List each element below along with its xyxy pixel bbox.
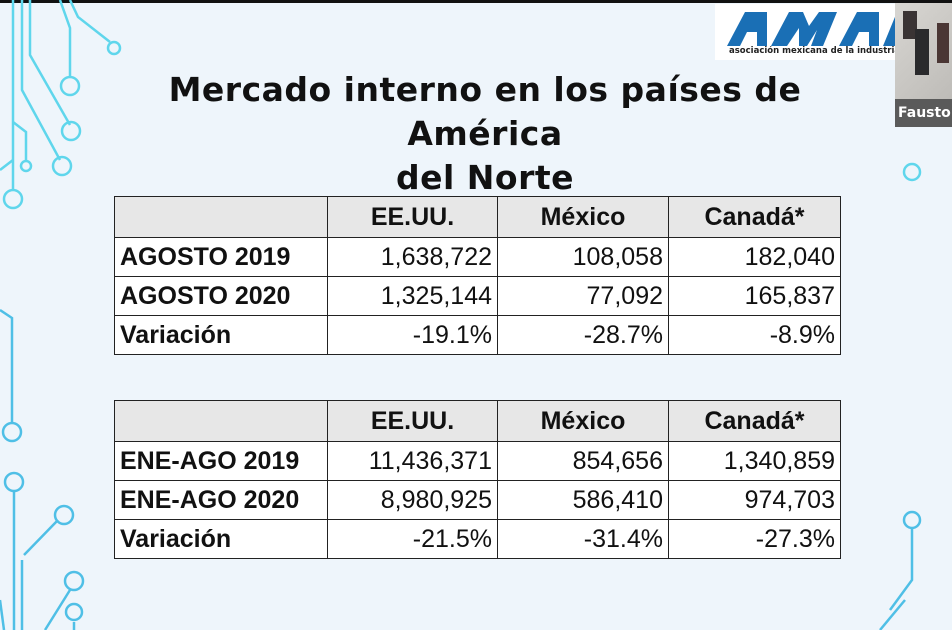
cell: 854,656 <box>497 441 669 481</box>
table-header-row: EE.UU. México Canadá* <box>114 400 841 442</box>
row-label: ENE-AGO 2020 <box>114 480 328 520</box>
header-cell: Canadá* <box>668 400 841 442</box>
cell: 165,837 <box>668 276 841 316</box>
header-cell <box>114 196 328 238</box>
cell: 182,040 <box>668 237 841 277</box>
table-row: AGOSTO 2019 1,638,722 108,058 182,040 <box>114 237 841 277</box>
header-cell: México <box>497 196 669 238</box>
cell: 8,980,925 <box>327 480 498 520</box>
picture-frame <box>903 11 917 39</box>
table-header-row: EE.UU. México Canadá* <box>114 196 841 238</box>
table-row: Variación -21.5% -31.4% -27.3% <box>114 519 841 559</box>
window-top-bar <box>0 0 952 3</box>
cell: 586,410 <box>497 480 669 520</box>
row-label: ENE-AGO 2019 <box>114 441 328 481</box>
picture-frame <box>937 23 949 63</box>
cell: 1,638,722 <box>327 237 498 277</box>
header-cell: México <box>497 400 669 442</box>
cell: -28.7% <box>497 315 669 355</box>
table-row: AGOSTO 2020 1,325,144 77,092 165,837 <box>114 276 841 316</box>
cell: 108,058 <box>497 237 669 277</box>
cell: -21.5% <box>327 519 498 559</box>
table-row: Variación -19.1% -28.7% -8.9% <box>114 315 841 355</box>
amia-logo: asociación mexicana de la industria auto… <box>715 4 902 60</box>
title-line-2: del Norte <box>395 158 575 197</box>
header-cell: Canadá* <box>668 196 841 238</box>
header-cell <box>114 400 328 442</box>
table-row: ENE-AGO 2019 11,436,371 854,656 1,340,85… <box>114 441 841 481</box>
cell: -27.3% <box>668 519 841 559</box>
title-line-1: Mercado interno en los países de América <box>168 70 802 153</box>
row-label: AGOSTO 2019 <box>114 237 328 277</box>
cell: 77,092 <box>497 276 669 316</box>
logo-tagline: asociación mexicana de la industria auto… <box>729 46 899 56</box>
cell: 1,325,144 <box>327 276 498 316</box>
cell: -8.9% <box>668 315 841 355</box>
header-cell: EE.UU. <box>327 196 498 238</box>
table-row: ENE-AGO 2020 8,980,925 586,410 974,703 <box>114 480 841 520</box>
participant-name: Fausto <box>895 99 952 127</box>
cell: -19.1% <box>327 315 498 355</box>
row-label: Variación <box>114 519 328 559</box>
cell: 974,703 <box>668 480 841 520</box>
cell: 11,436,371 <box>327 441 498 481</box>
picture-frame <box>915 29 929 75</box>
participant-video-thumbnail[interactable]: Fausto <box>895 3 952 127</box>
row-label: Variación <box>114 315 328 355</box>
cell: 1,340,859 <box>668 441 841 481</box>
header-cell: EE.UU. <box>327 400 498 442</box>
cell: -31.4% <box>497 519 669 559</box>
monthly-sales-table: EE.UU. México Canadá* AGOSTO 2019 1,638,… <box>114 196 841 355</box>
row-label: AGOSTO 2020 <box>114 276 328 316</box>
slide-title: Mercado interno en los países de América… <box>100 68 870 200</box>
ytd-sales-table: EE.UU. México Canadá* ENE-AGO 2019 11,43… <box>114 400 841 559</box>
